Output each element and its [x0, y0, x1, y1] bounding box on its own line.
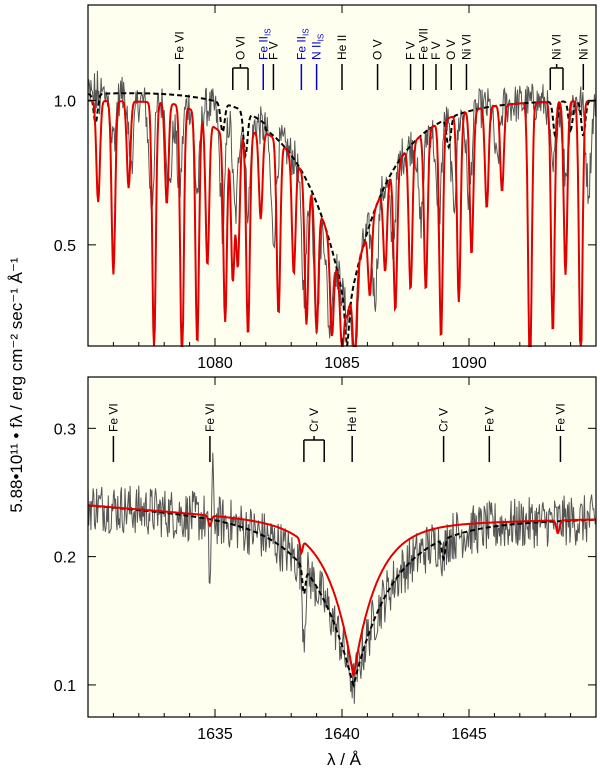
line-id-label: Fe IIIS: [256, 28, 272, 60]
y-tick-label: 0.1: [54, 678, 76, 695]
top-axis-ticks: 1080 1085 1090 0.5 1.0: [54, 5, 596, 372]
line-id: Fe IIIS: [256, 28, 272, 90]
bottom-plot-area: [88, 377, 596, 717]
line-id: Fe VII: [416, 28, 430, 90]
line-id: Fe IIIS: [294, 28, 310, 90]
y-tick-label: 0.3: [54, 421, 76, 438]
line-id: O V: [444, 39, 458, 90]
y-axis-title: 5.88•10¹¹ • fλ / erg cm⁻² sec⁻¹ Å⁻¹: [7, 257, 26, 512]
line-id-label: Fe V: [482, 407, 496, 432]
line-id: He II: [335, 35, 349, 90]
x-tick-label: 1640: [324, 726, 360, 743]
line-id-label: Fe VI: [106, 403, 120, 432]
bottom-panel: Fe VI Fe VI Cr V He II Cr V Fe V Fe VI 1635 164…: [54, 376, 597, 743]
line-id-label: He II: [335, 35, 349, 60]
bottom-observed-spectrum: [87, 452, 597, 704]
line-id-label: Ni VI: [460, 34, 474, 60]
line-id: F V: [429, 41, 443, 90]
line-id-label: F V: [266, 41, 280, 60]
line-id: Fe VI: [203, 403, 217, 462]
x-tick-label: 1080: [197, 355, 233, 372]
line-id-label: Fe IIIS: [294, 28, 310, 60]
line-id: Cr V: [303, 408, 325, 462]
line-id: Ni VI: [460, 34, 474, 90]
x-axis-title: λ / Å: [327, 750, 362, 769]
y-tick-label: 0.2: [54, 550, 76, 567]
line-id-label: Fe VII: [416, 28, 430, 60]
line-id-label: N IIIS: [310, 34, 326, 60]
line-id: Cr V: [437, 408, 451, 462]
x-tick-label: 1090: [451, 355, 487, 372]
x-tick-label: 1645: [451, 726, 487, 743]
line-id: Ni VI: [549, 34, 564, 90]
line-id-label: F V: [429, 41, 443, 60]
line-id: Fe V: [482, 407, 496, 462]
line-id-label: O V: [371, 39, 385, 60]
line-id: F V: [266, 41, 280, 90]
line-id: F V: [404, 41, 418, 90]
line-id-label: Fe VI: [553, 403, 567, 432]
line-id-label: Cr V: [307, 408, 321, 432]
line-id-label: F V: [404, 41, 418, 60]
line-id: Fe VI: [172, 31, 186, 90]
line-id: O VI: [232, 36, 249, 90]
bottom-dashed-model: [87, 504, 596, 689]
line-id: N IIIS: [310, 34, 326, 90]
y-tick-label: 0.5: [54, 238, 76, 255]
line-id-label: Cr V: [437, 408, 451, 432]
bottom-spectra: [87, 452, 597, 704]
line-id-label: O V: [444, 39, 458, 60]
line-id: Fe VI: [553, 403, 567, 462]
line-id: Ni VI: [576, 34, 590, 90]
line-id-label: O VI: [233, 36, 247, 60]
line-id-label: He II: [345, 407, 359, 432]
line-id-label: Fe VI: [203, 403, 217, 432]
line-id-label: Ni VI: [550, 34, 564, 60]
y-tick-label: 1.0: [54, 93, 76, 110]
line-id: O V: [371, 39, 385, 90]
line-id: He II: [345, 407, 359, 462]
bottom-axis-ticks: 1635 1640 1645 0.1 0.2 0.3: [54, 377, 596, 743]
bottom-line-identifications: Fe VI Fe VI Cr V He II Cr V Fe V Fe VI: [106, 403, 567, 462]
line-id: Fe VI: [106, 403, 120, 462]
line-id-label: Ni VI: [576, 34, 590, 60]
top-observed-spectrum: [87, 70, 597, 347]
bottom-red-model: [87, 504, 596, 677]
line-id-label: Fe VI: [172, 31, 186, 60]
x-tick-label: 1635: [197, 726, 233, 743]
x-tick-label: 1085: [324, 355, 360, 372]
